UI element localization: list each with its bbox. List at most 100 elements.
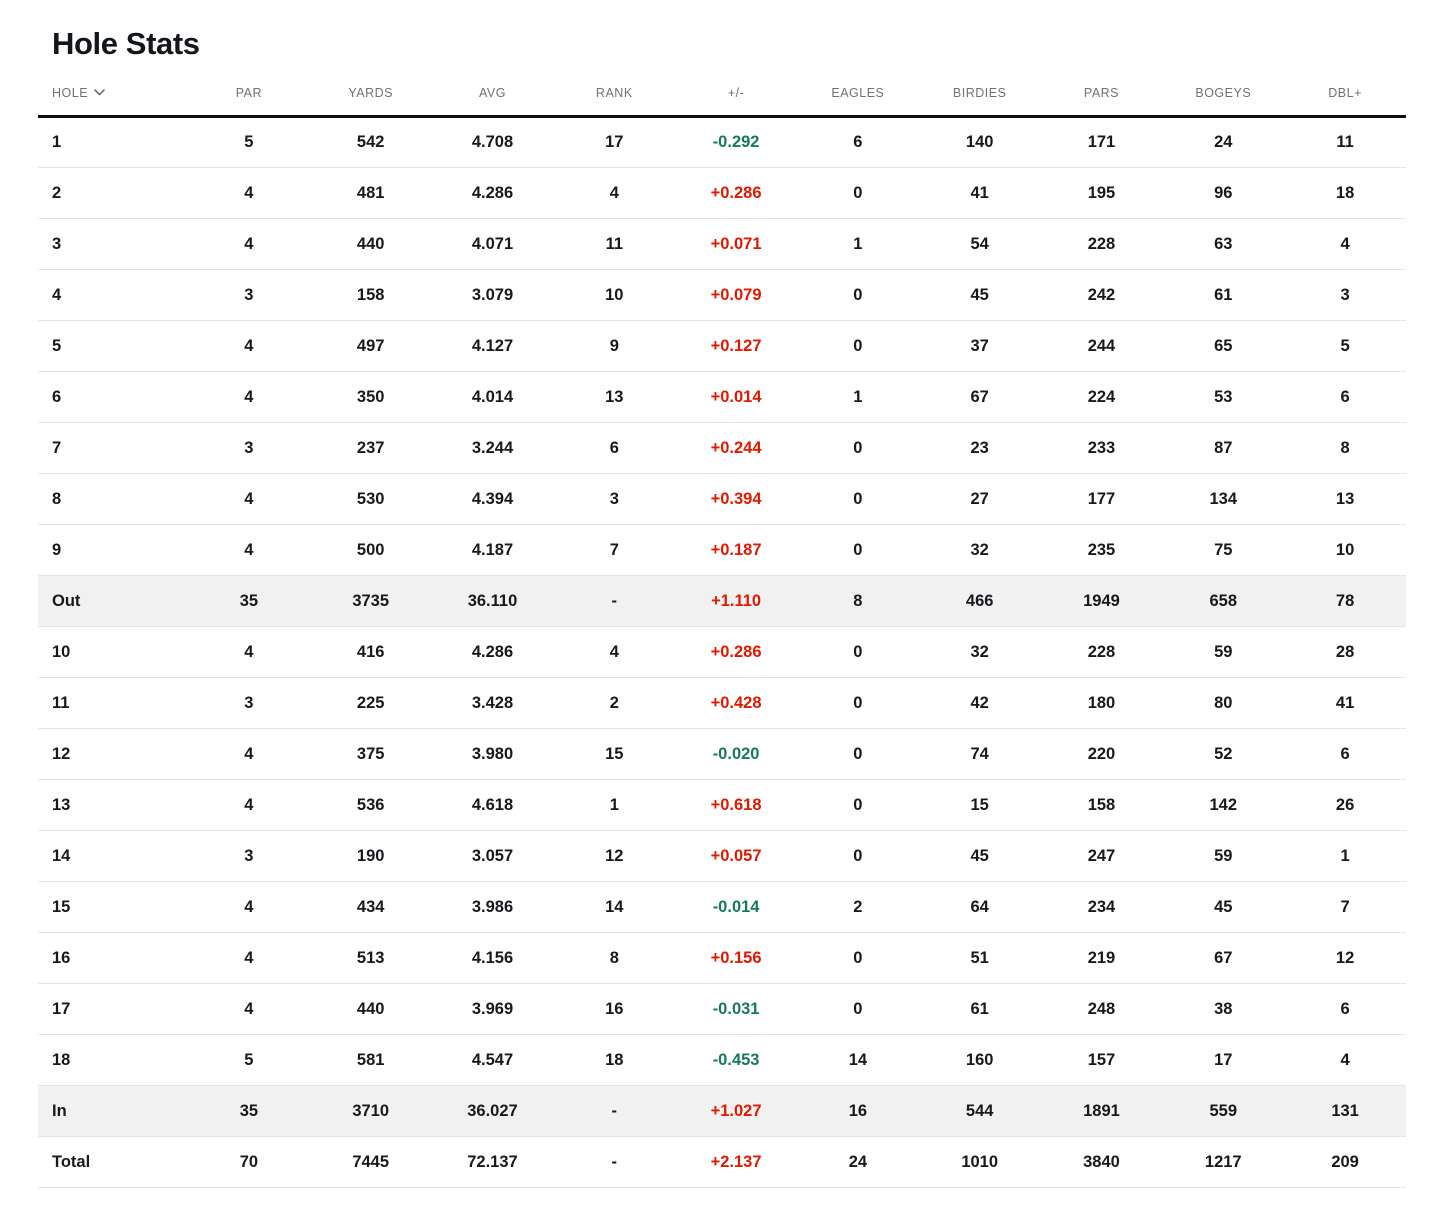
cell-plusminus: +0.127 [675, 320, 797, 372]
cell-dbl: 131 [1284, 1085, 1406, 1137]
cell-birdies: 45 [918, 269, 1041, 321]
cell-yards: 350 [309, 371, 432, 423]
cell-yards: 7445 [309, 1136, 432, 1188]
column-header-yards[interactable]: YARDS [310, 62, 432, 117]
cell-avg: 4.156 [431, 932, 554, 984]
cell-rank: 15 [553, 728, 676, 780]
cell-pars: 158 [1040, 779, 1163, 831]
column-header-rank[interactable]: RANK [553, 62, 675, 117]
cell-pars: 234 [1040, 881, 1163, 933]
column-header-label: BOGEYS [1195, 86, 1252, 100]
cell-birdies: 32 [918, 626, 1041, 678]
cell-pars: 233 [1040, 422, 1163, 474]
cell-plusminus: +0.428 [675, 677, 797, 729]
cell-rank: 8 [553, 932, 676, 984]
cell-eagles: 0 [796, 473, 919, 525]
cell-eagles: 0 [796, 728, 919, 780]
table-row-hole-13: 13 4 536 4.618 1 +0.618 0 15 158 142 26 [38, 779, 1406, 831]
cell-birdies: 67 [918, 371, 1041, 423]
cell-yards: 158 [309, 269, 432, 321]
cell-par: 5 [188, 1034, 310, 1086]
cell-avg: 3.980 [431, 728, 554, 780]
cell-birdies: 41 [918, 167, 1041, 219]
cell-rank: 2 [553, 677, 676, 729]
cell-hole: 7 [38, 422, 188, 474]
table-row-hole-8: 8 4 530 4.394 3 +0.394 0 27 177 134 13 [38, 473, 1406, 525]
cell-rank: 9 [553, 320, 676, 372]
cell-par: 35 [188, 575, 310, 627]
column-header-eagles[interactable]: EAGLES [797, 62, 919, 117]
cell-avg: 4.547 [431, 1034, 554, 1086]
cell-hole: 4 [38, 269, 188, 321]
cell-bogeys: 63 [1162, 218, 1285, 270]
cell-yards: 3710 [309, 1085, 432, 1137]
cell-hole: 6 [38, 371, 188, 423]
summary-row-out: Out 35 3735 36.110- +1.110 8 466 1949 658 78 [38, 575, 1406, 627]
column-header-hole[interactable]: HOLE [38, 62, 188, 117]
cell-pars: 1891 [1040, 1085, 1163, 1137]
cell-pars: 228 [1040, 626, 1163, 678]
cell-bogeys: 65 [1162, 320, 1285, 372]
cell-pars: 242 [1040, 269, 1163, 321]
cell-par: 4 [188, 371, 310, 423]
column-header-dbl[interactable]: DBL+ [1284, 62, 1406, 117]
column-header-par[interactable]: PAR [188, 62, 310, 117]
cell-yards: 3735 [309, 575, 432, 627]
cell-eagles: 8 [796, 575, 919, 627]
cell-plusminus: +0.071 [675, 218, 797, 270]
column-header-birdies[interactable]: BIRDIES [919, 62, 1041, 117]
table-row-hole-15: 15 4 434 3.986 14 -0.014 2 64 234 45 7 [38, 881, 1406, 933]
column-header-label: PARS [1083, 86, 1120, 100]
column-header-avg[interactable]: AVG [432, 62, 554, 117]
cell-rank: - [553, 1136, 676, 1188]
cell-rank: 14 [553, 881, 676, 933]
table-row-hole-3: 3 4 440 4.071 11 +0.071 1 54 228 63 4 [38, 218, 1406, 270]
cell-eagles: 1 [796, 371, 919, 423]
cell-avg: 36.027 [431, 1085, 554, 1137]
cell-yards: 190 [309, 830, 432, 882]
cell-rank: 1 [553, 779, 676, 831]
cell-eagles: 0 [796, 626, 919, 678]
table-row-hole-18: 18 5 581 4.547 18 -0.453 14 160 157 17 4 [38, 1034, 1406, 1086]
cell-par: 35 [188, 1085, 310, 1137]
cell-avg: 4.618 [431, 779, 554, 831]
cell-hole: Out [38, 575, 188, 627]
cell-bogeys: 24 [1162, 116, 1285, 168]
cell-eagles: 0 [796, 830, 919, 882]
cell-bogeys: 75 [1162, 524, 1285, 576]
cell-hole: 1 [38, 116, 188, 168]
cell-avg: 4.014 [431, 371, 554, 423]
cell-eagles: 0 [796, 269, 919, 321]
cell-plusminus: +0.079 [675, 269, 797, 321]
cell-hole: In [38, 1085, 188, 1137]
cell-yards: 500 [309, 524, 432, 576]
cell-dbl: 13 [1284, 473, 1406, 525]
cell-yards: 513 [309, 932, 432, 984]
cell-hole: 3 [38, 218, 188, 270]
cell-birdies: 54 [918, 218, 1041, 270]
column-header-plusminus[interactable]: +/- [675, 62, 797, 117]
column-header-pars[interactable]: PARS [1041, 62, 1163, 117]
cell-bogeys: 134 [1162, 473, 1285, 525]
cell-eagles: 0 [796, 932, 919, 984]
cell-dbl: 28 [1284, 626, 1406, 678]
cell-pars: 228 [1040, 218, 1163, 270]
cell-bogeys: 17 [1162, 1034, 1285, 1086]
cell-rank: 13 [553, 371, 676, 423]
table-row-hole-6: 6 4 350 4.014 13 +0.014 1 67 224 53 6 [38, 371, 1406, 423]
cell-par: 4 [188, 218, 310, 270]
table-row-hole-17: 17 4 440 3.969 16 -0.031 0 61 248 38 6 [38, 983, 1406, 1035]
column-header-bogeys[interactable]: BOGEYS [1162, 62, 1284, 117]
cell-eagles: 0 [796, 320, 919, 372]
cell-hole: 12 [38, 728, 188, 780]
table-row-hole-11: 11 3 225 3.428 2 +0.428 0 42 180 80 41 [38, 677, 1406, 729]
column-header-label: RANK [595, 86, 633, 100]
cell-avg: 4.286 [431, 626, 554, 678]
cell-dbl: 12 [1284, 932, 1406, 984]
cell-plusminus: -0.020 [675, 728, 797, 780]
cell-yards: 375 [309, 728, 432, 780]
cell-rank: 7 [553, 524, 676, 576]
cell-dbl: 78 [1284, 575, 1406, 627]
cell-rank: 4 [553, 167, 676, 219]
table-row-hole-1: 1 5 542 4.708 17 -0.292 6 140 171 24 11 [38, 116, 1406, 168]
